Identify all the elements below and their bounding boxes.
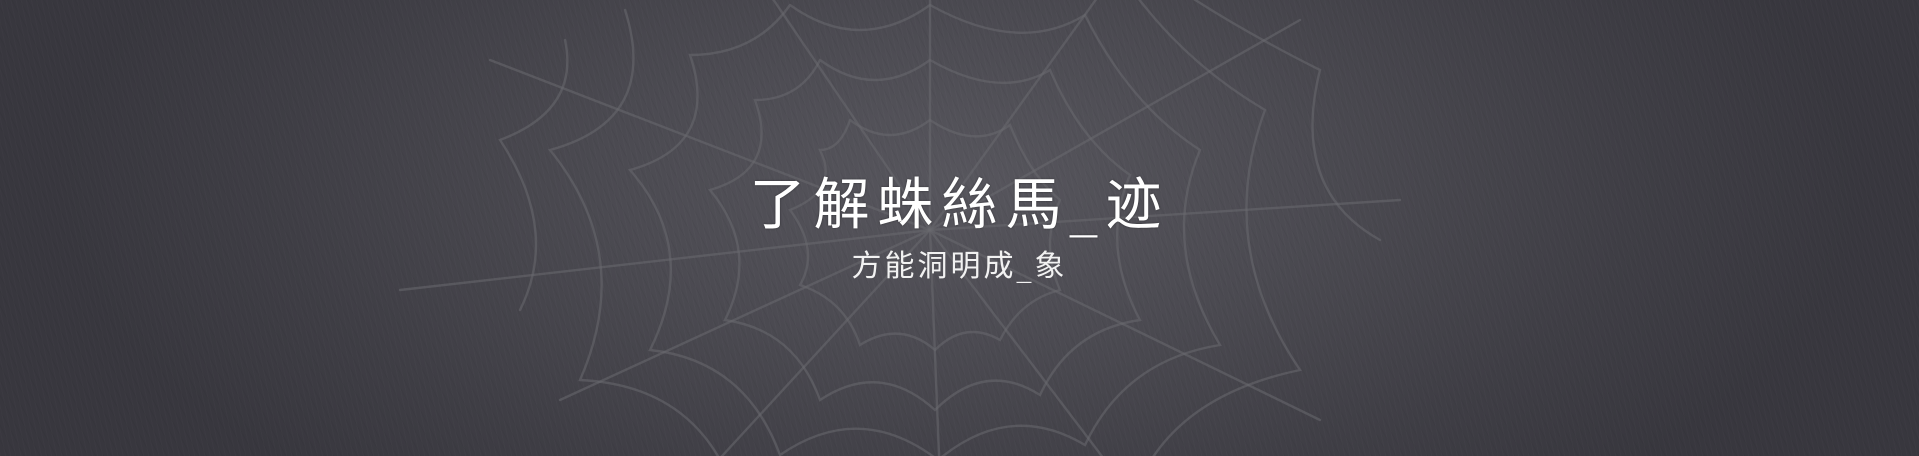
banner-subline: 方能洞明成_象 <box>851 249 1068 284</box>
banner-headline: 了解蛛絲馬_迹 <box>749 173 1170 238</box>
